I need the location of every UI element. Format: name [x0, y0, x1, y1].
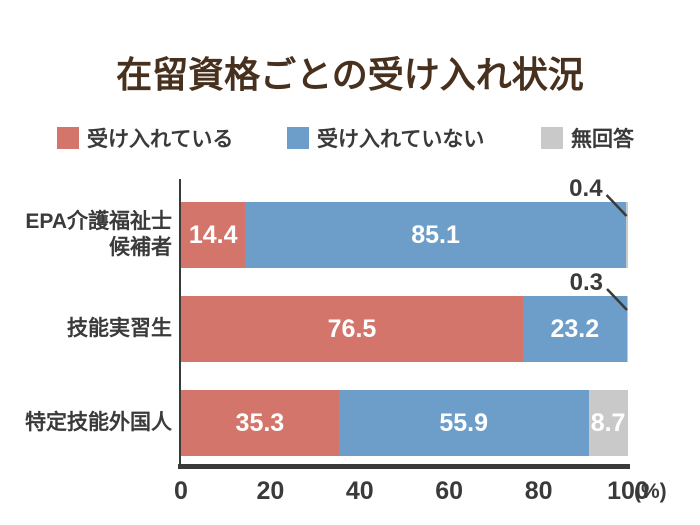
outside-value-label: 0.4: [569, 175, 603, 202]
bar-segment: 14.4: [181, 202, 246, 268]
bar-segment: [625, 202, 628, 268]
category-label: EPA介護福祉士 候補者: [25, 210, 172, 259]
bar-value-label: 85.1: [411, 220, 460, 249]
page-title: 在留資格ごとの受け入れ状況: [116, 54, 584, 95]
bar-segment: 76.5: [181, 296, 523, 362]
x-axis-ticks: 0 20 40 60 80 100: [0, 477, 700, 507]
legend-item-not-accepting: 受け入れていない: [287, 123, 484, 153]
x-tick-label: 60: [435, 477, 464, 505]
bar-value-label: 8.7: [590, 408, 626, 437]
outside-value-label: 0.3: [569, 269, 603, 296]
bar-segment: 8.7: [588, 390, 628, 456]
bar-segment: 85.1: [245, 202, 626, 268]
bar-segment: 35.3: [181, 390, 339, 456]
legend-swatch-blue: [287, 127, 309, 149]
legend-label: 受け入れている: [87, 128, 234, 151]
legend-swatch-red: [57, 127, 79, 149]
bar-value-label: 55.9: [439, 408, 489, 437]
y-axis-line: [179, 179, 181, 469]
bar-value-label: 14.4: [188, 220, 238, 249]
x-axis-line: [178, 464, 630, 469]
x-tick-label: 80: [524, 477, 553, 505]
x-tick-label: 100: [607, 477, 649, 505]
bar-segment: 55.9: [338, 390, 589, 456]
x-tick-label: 40: [345, 477, 374, 505]
bar-segment: 23.2: [522, 296, 627, 362]
legend-label: 無回答: [571, 128, 634, 151]
legend-item-no-answer: 無回答: [541, 123, 634, 153]
legend-item-accepting: 受け入れている: [57, 123, 233, 153]
bar-segment: [626, 296, 628, 362]
category-label: 特定技能外国人: [25, 411, 172, 434]
bar-value-label: 35.3: [235, 408, 285, 437]
x-tick-label: 20: [256, 477, 285, 505]
category-label: 技能実習生: [67, 317, 172, 340]
x-axis-unit-label: (%): [634, 480, 667, 503]
bar-value-label: 23.2: [550, 314, 600, 343]
x-tick-label: 0: [174, 477, 188, 505]
legend-swatch-gray: [541, 127, 563, 149]
legend: 受け入れている 受け入れていない 無回答: [0, 123, 700, 151]
legend-label: 受け入れていない: [317, 128, 485, 151]
bar-value-label: 76.5: [327, 314, 377, 343]
